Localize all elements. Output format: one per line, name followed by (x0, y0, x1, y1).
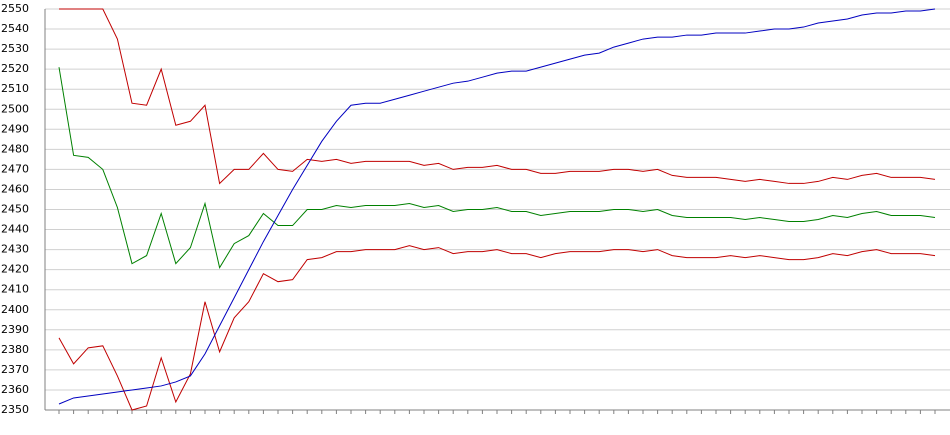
y-tick-label: 2450 (1, 203, 29, 216)
y-tick-label: 2390 (1, 323, 29, 336)
y-tick-label: 2370 (1, 363, 29, 376)
y-tick-label: 2540 (1, 22, 29, 35)
y-tick-label: 2470 (1, 162, 29, 175)
y-tick-label: 2420 (1, 263, 29, 276)
y-tick-label: 2430 (1, 243, 29, 256)
y-tick-label: 2550 (1, 2, 29, 15)
y-tick-label: 2400 (1, 303, 29, 316)
y-tick-label: 2530 (1, 42, 29, 55)
y-tick-label: 2480 (1, 142, 29, 155)
y-tick-label: 2350 (1, 403, 29, 416)
series-line (59, 8, 936, 185)
y-tick-label: 2460 (1, 182, 29, 195)
y-tick-label: 2380 (1, 343, 29, 356)
y-tick-label: 2520 (1, 62, 29, 75)
y-tick-label: 2510 (1, 82, 29, 95)
series-line (58, 67, 936, 269)
y-tick-label: 2360 (1, 383, 29, 396)
series-line (58, 8, 936, 405)
series-line (58, 245, 936, 411)
y-tick-label: 2410 (1, 283, 29, 296)
y-tick-label: 2500 (1, 102, 29, 115)
y-tick-label: 2440 (1, 223, 29, 236)
y-tick-label: 2490 (1, 122, 29, 135)
